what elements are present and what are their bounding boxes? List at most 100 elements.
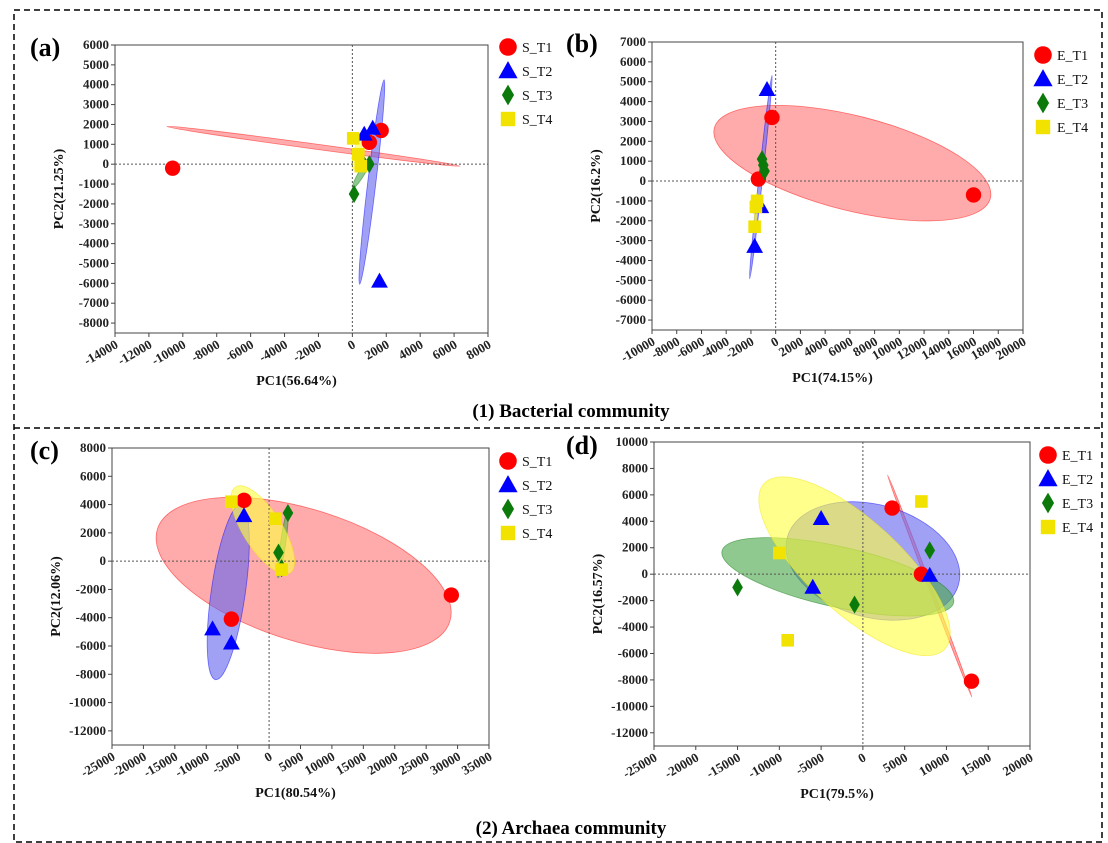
data-point-s-t2: [364, 119, 382, 135]
y-tick-label: -7000: [79, 295, 109, 310]
y-tick-label: -6000: [616, 292, 646, 307]
data-point-e-t1: [963, 673, 980, 689]
legend-marker-s-t3: [501, 498, 515, 520]
panel-a: (a) -8000 -7000 -6000 -5000 -4000 -3000 -2000 -1…: [30, 33, 552, 389]
y-tick-label: -2000: [616, 213, 646, 228]
y-tick-label: 2000: [620, 133, 646, 148]
legend-label: E_T1: [1062, 449, 1093, 464]
y-axis-title: PC2(16.2%): [589, 149, 604, 223]
panel-letter: (d): [566, 431, 598, 460]
legend-marker-s-t1: [499, 38, 517, 56]
legend-label: S_T2: [522, 65, 552, 80]
y-tick-label: 1000: [83, 136, 109, 151]
x-tick-label: 0: [855, 750, 868, 766]
x-axis-title: PC1(79.5%): [800, 787, 874, 802]
x-axis-title: PC1(56.64%): [256, 374, 337, 389]
panel-letter: (c): [30, 436, 59, 465]
data-point-e-t2: [812, 509, 830, 525]
y-tick-label: -4000: [76, 610, 106, 625]
panel-d: (d)-12000-10000-8000-6000-4000-200002000…: [566, 431, 1093, 802]
legend-label: S_T1: [522, 41, 552, 56]
legend-marker-s-t3: [501, 84, 515, 106]
y-tick-label: 4000: [83, 77, 109, 92]
y-tick-label: -2000: [79, 196, 109, 211]
legend-marker-e-t2: [1038, 469, 1058, 487]
x-tick-label: 20000: [1000, 750, 1036, 779]
y-tick-label: 2000: [622, 540, 648, 555]
x-axis-title: PC1(80.54%): [255, 786, 336, 801]
y-tick-label: -5000: [616, 272, 646, 287]
data-point-s-t4: [354, 159, 368, 173]
y-tick-label: -10000: [611, 698, 648, 713]
y-tick-label: -3000: [616, 233, 646, 248]
data-point-s-t2: [235, 507, 253, 523]
data-point-s-t2: [355, 125, 373, 141]
data-point-e-t4: [915, 495, 928, 508]
y-tick-label: -8000: [76, 666, 106, 681]
x-tick-label: -2000: [723, 334, 757, 362]
data-point-e-t2: [758, 80, 776, 96]
data-point-e-t1: [965, 187, 982, 203]
data-point-s-t1: [443, 587, 459, 603]
y-tick-label: 1000: [620, 153, 646, 168]
legend-marker-s-t2: [498, 61, 518, 79]
y-tick-label: -8000: [618, 672, 648, 687]
x-tick-label: -15000: [141, 749, 180, 780]
y-tick-label: -12000: [611, 725, 648, 740]
y-tick-label: -12000: [69, 723, 106, 738]
ellipse-e-t1: [713, 105, 992, 222]
x-tick-label: -14000: [81, 337, 120, 368]
y-tick-label: 5000: [83, 57, 109, 72]
x-tick-label: 2000: [362, 337, 392, 363]
legend-marker-s-t4: [500, 525, 516, 541]
y-tick-label: -1000: [616, 193, 646, 208]
y-tick-label: 4000: [622, 513, 648, 528]
legend-marker-e-t1: [1039, 446, 1057, 464]
legend-marker-s-t4: [500, 111, 516, 127]
y-tick-label: 6000: [83, 37, 109, 52]
y-tick-label: -7000: [616, 312, 646, 327]
y-tick-label: 2000: [80, 525, 106, 540]
x-axis-title: PC1(74.15%): [792, 371, 873, 386]
legend-marker-e-t4: [1040, 519, 1056, 535]
y-tick-label: 0: [640, 173, 647, 188]
x-tick-label: 25000: [396, 749, 432, 778]
legend-label: S_T2: [522, 479, 552, 494]
data-point-e-t3: [924, 541, 936, 560]
legend-label: E_T3: [1057, 97, 1088, 112]
data-point-s-t3: [348, 184, 360, 204]
data-point-e-t4: [773, 546, 786, 560]
x-tick-label: 8000: [463, 337, 493, 363]
legend-label: S_T4: [522, 113, 552, 128]
data-point-e-t4: [781, 633, 794, 647]
data-point-e-t3: [849, 595, 860, 614]
y-tick-label: 2000: [83, 116, 109, 131]
data-point-s-t4: [346, 132, 360, 145]
legend-marker-e-t2: [1033, 69, 1053, 87]
y-tick-label: -2000: [618, 593, 648, 608]
y-tick-label: -6000: [76, 638, 106, 653]
data-point-e-t2: [804, 578, 822, 594]
x-tick-label: -20000: [110, 749, 149, 780]
data-point-e-t3: [732, 578, 743, 597]
x-tick-label: 4000: [396, 337, 426, 363]
x-tick-label: 0: [345, 337, 358, 353]
y-tick-label: 10000: [616, 434, 649, 449]
legend-label: S_T1: [522, 455, 552, 470]
legend-label: E_T3: [1062, 497, 1093, 512]
legend-marker-s-t2: [498, 475, 518, 493]
plot-area: [114, 44, 489, 334]
y-tick-label: -10000: [69, 695, 106, 710]
legend-marker-e-t3: [1041, 492, 1055, 514]
data-point-e-t2: [746, 237, 764, 253]
y-tick-label: -8000: [79, 315, 109, 330]
x-tick-label: 15000: [958, 750, 994, 779]
data-point-s-t4: [269, 512, 282, 526]
x-tick-label: 5000: [880, 750, 910, 776]
y-tick-label: -6000: [79, 275, 109, 290]
legend-label: E_T2: [1062, 473, 1093, 488]
legend-marker-e-t3: [1036, 92, 1050, 114]
x-tick-label: -25000: [78, 749, 117, 780]
x-tick-label: 5000: [276, 749, 306, 775]
y-tick-label: 8000: [80, 440, 106, 455]
